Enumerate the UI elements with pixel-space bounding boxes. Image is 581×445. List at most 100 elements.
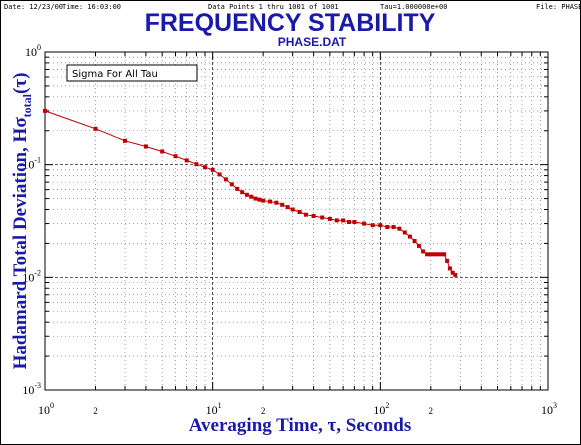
series-point — [428, 252, 433, 257]
chart-subtitle: PHASE.DAT — [278, 35, 347, 49]
x-tick-label-base: 10 — [206, 403, 218, 417]
series-point — [421, 249, 426, 254]
series-point — [442, 252, 447, 257]
series-point — [184, 158, 189, 163]
series-point — [93, 126, 98, 131]
y-tick-label-base: 10 — [22, 270, 34, 284]
series-point — [425, 252, 430, 257]
chart-title: FREQUENCY STABILITY — [145, 9, 436, 37]
plot-area — [44, 51, 549, 391]
series-point — [402, 230, 407, 235]
series-point — [347, 220, 351, 224]
y-tick-label-exp: 0 — [37, 43, 41, 52]
series-point — [261, 198, 266, 203]
axis-ticks — [44, 52, 548, 391]
series-point — [297, 210, 302, 214]
series-point — [391, 225, 396, 229]
y-tick-label-base: 10 — [22, 158, 34, 172]
series-point — [320, 215, 325, 220]
y-axis-label-main: Hadamard Total Deviation, Hσ — [10, 117, 31, 370]
series-point — [450, 270, 455, 275]
series-point — [268, 199, 273, 204]
series-point — [43, 108, 47, 113]
series-point — [432, 252, 437, 257]
x-minor-tick-label: 2 — [261, 406, 266, 416]
series-point — [257, 197, 262, 202]
y-tick-label-exp: -2 — [34, 268, 41, 277]
x-tick-label: 101 — [206, 401, 222, 417]
series-point — [327, 216, 332, 221]
series-point — [244, 192, 249, 197]
y-tick-label: 10-3 — [22, 381, 41, 397]
series-point — [173, 154, 178, 159]
series-point — [194, 162, 199, 167]
series-point — [217, 172, 222, 177]
series-point — [223, 177, 228, 182]
series-point — [274, 200, 279, 205]
series-point — [160, 149, 165, 154]
x-minor-tick-label: 2 — [429, 406, 434, 416]
series-point — [253, 196, 258, 201]
x-tick-label-base: 10 — [38, 403, 50, 417]
series-point — [229, 182, 234, 187]
series-point — [334, 218, 339, 223]
header-file: File: PHASE.DAT — [536, 3, 581, 11]
series-point — [290, 207, 295, 212]
legend-text: Sigma For All Tau — [72, 69, 158, 80]
y-axis-label-tail: (τ) — [10, 73, 31, 94]
series-point — [439, 252, 443, 257]
series-point — [210, 167, 215, 172]
series-point — [453, 272, 458, 277]
series-point — [123, 138, 127, 143]
header-time: Time: 16:03:00 — [62, 3, 121, 11]
series-point — [412, 239, 417, 243]
series-point — [285, 205, 290, 210]
series-point — [435, 252, 440, 257]
series-point — [362, 221, 367, 226]
y-tick-label-base: 10 — [25, 45, 37, 59]
x-minor-tick-label: 2 — [93, 406, 98, 416]
x-tick-label: 103 — [541, 401, 557, 417]
y-tick-label-base: 10 — [22, 383, 34, 397]
series-point — [311, 214, 316, 218]
series-point — [341, 218, 346, 223]
y-axis-label-sub: total — [20, 93, 34, 117]
series-point — [280, 202, 285, 207]
series-point — [143, 144, 148, 149]
series-point — [303, 212, 308, 217]
y-tick-label: 10-1 — [22, 156, 41, 172]
series-point — [240, 190, 245, 195]
x-tick-label-exp: 3 — [553, 401, 557, 410]
x-tick-label-exp: 2 — [385, 401, 389, 410]
x-tick-label-base: 10 — [373, 403, 385, 417]
series-point — [397, 226, 402, 231]
x-tick-label-base: 10 — [541, 403, 553, 417]
header-points: Data Points 1 thru 1001 of 1001 — [208, 3, 339, 11]
header-tau: Tau=1.000000e+00 — [380, 3, 447, 11]
series-point — [249, 194, 254, 199]
series-point — [378, 223, 383, 228]
series-point — [445, 258, 450, 263]
series-point — [407, 234, 412, 239]
y-axis-label: Hadamard Total Deviation, Hσtotal(τ) — [10, 73, 34, 370]
legend-box — [66, 64, 198, 82]
header-date: Date: 12/23/00 — [4, 3, 63, 11]
legend: Sigma For All Tau — [66, 64, 198, 82]
series-point — [447, 266, 452, 271]
series-point — [235, 186, 240, 191]
x-tick-label-exp: 1 — [218, 401, 222, 410]
y-tick-label-exp: -3 — [34, 381, 41, 390]
x-tick-label-exp: 0 — [50, 401, 54, 410]
series-point — [203, 165, 207, 170]
series-point — [417, 243, 421, 248]
series-point — [385, 225, 390, 229]
series-point — [370, 223, 375, 228]
series-points — [43, 108, 458, 277]
y-tick-label: 100 — [25, 43, 41, 59]
x-tick-label: 102 — [373, 401, 389, 417]
y-tick-label-exp: -1 — [34, 156, 41, 165]
series-point — [352, 220, 357, 224]
